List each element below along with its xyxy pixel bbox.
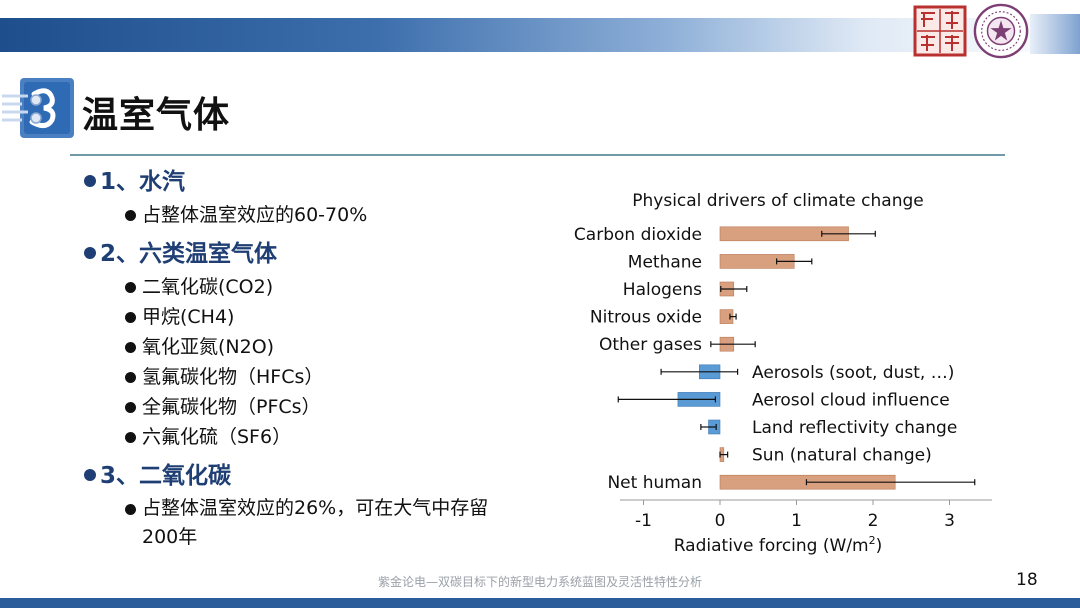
- footer-text: 紫金论电—双碳目标下的新型电力系统蓝图及灵活性特性分析: [377, 575, 702, 589]
- bullet-item-text: 氢氟碳化物（HFCs）: [142, 366, 324, 388]
- header-band-end: [1030, 14, 1080, 54]
- bullet-outline: 1、水汽 占整体温室效应的60-70% 2、六类温室气体 二氧化碳(CO2) 甲…: [84, 164, 524, 552]
- page-number: 18: [1016, 570, 1038, 590]
- category-label-6: Aerosols (soot, dust, …): [752, 363, 954, 383]
- section-heading: 2、六类温室气体: [84, 236, 524, 272]
- category-label-3: Halogens: [623, 280, 702, 300]
- bullet-item-text: 氧化亚氮(N2O): [142, 336, 275, 358]
- bullet-dot-icon: [125, 504, 136, 515]
- category-label-4: Nitrous oxide: [590, 308, 702, 328]
- category-label-1: Carbon dioxide: [574, 225, 702, 245]
- bullet-dot-icon: [125, 432, 136, 443]
- x-tick-label-5: 3: [944, 511, 955, 531]
- bullet-dot-icon: [84, 175, 96, 187]
- title-divider: [70, 154, 1005, 156]
- category-label-7: Aerosol cloud influence: [752, 390, 950, 410]
- bullet-dot-icon: [125, 210, 136, 221]
- bullet-dot-icon: [84, 469, 96, 481]
- seal-logo: [913, 5, 967, 57]
- section-heading-text: 2、六类温室气体: [100, 241, 278, 267]
- page-title: 温室气体: [82, 95, 231, 136]
- category-label-8: Land reflectivity change: [752, 418, 957, 438]
- radiative-forcing-chart: Physical drivers of climate change Carbo…: [574, 191, 992, 556]
- bullet-item: 占整体温室效应的26%，可在大气中存留200年: [84, 494, 524, 552]
- bullet-item: 六氟化硫（SF6）: [84, 422, 524, 452]
- section-heading: 3、二氧化碳: [84, 458, 524, 494]
- category-label-5: Other gases: [599, 335, 702, 355]
- bullet-item: 占整体温室效应的60-70%: [84, 200, 524, 230]
- bullet-dot-icon: [125, 372, 136, 383]
- bullet-dot-icon: [84, 247, 96, 259]
- x-tick-label-1: -1: [635, 511, 652, 531]
- chart-title: Physical drivers of climate change: [632, 191, 923, 211]
- bullet-item-text: 甲烷(CH4): [142, 306, 235, 328]
- x-tick-label-3: 1: [791, 511, 802, 531]
- bullet-dot-icon: [125, 342, 136, 353]
- x-axis-label: Radiative forcing (W/m2): [674, 534, 883, 556]
- university-emblem-logo: [973, 3, 1029, 59]
- bullet-item-text: 占整体温室效应的26%，可在大气中存留200年: [142, 497, 489, 548]
- bullet-item: 二氧化碳(CO2): [84, 272, 524, 302]
- bullet-item: 氢氟碳化物（HFCs）: [84, 362, 524, 392]
- bullet-item-text: 六氟化硫（SF6）: [142, 426, 292, 448]
- section-number-icon: [2, 78, 74, 138]
- bullet-item-text: 占整体温室效应的60-70%: [142, 204, 368, 226]
- category-label-2: Methane: [628, 252, 702, 272]
- section-heading-text: 1、水汽: [100, 169, 186, 195]
- section-heading: 1、水汽: [84, 164, 524, 200]
- category-label-9: Sun (natural change): [752, 446, 932, 466]
- category-label-10: Net human: [607, 473, 702, 493]
- x-tick-label-4: 2: [868, 511, 879, 531]
- bullet-item-text: 二氧化碳(CO2): [142, 276, 274, 298]
- header-band: [0, 18, 1080, 52]
- bullet-item: 全氟碳化物（PFCs）: [84, 392, 524, 422]
- bullet-dot-icon: [125, 312, 136, 323]
- bullet-dot-icon: [125, 402, 136, 413]
- bullet-item: 氧化亚氮(N2O): [84, 332, 524, 362]
- x-tick-label-2: 0: [715, 511, 726, 531]
- bullet-dot-icon: [125, 282, 136, 293]
- footer-band: [0, 598, 1080, 608]
- section-heading-text: 3、二氧化碳: [100, 463, 232, 489]
- bullet-item-text: 全氟碳化物（PFCs）: [142, 396, 321, 418]
- bullet-item: 甲烷(CH4): [84, 302, 524, 332]
